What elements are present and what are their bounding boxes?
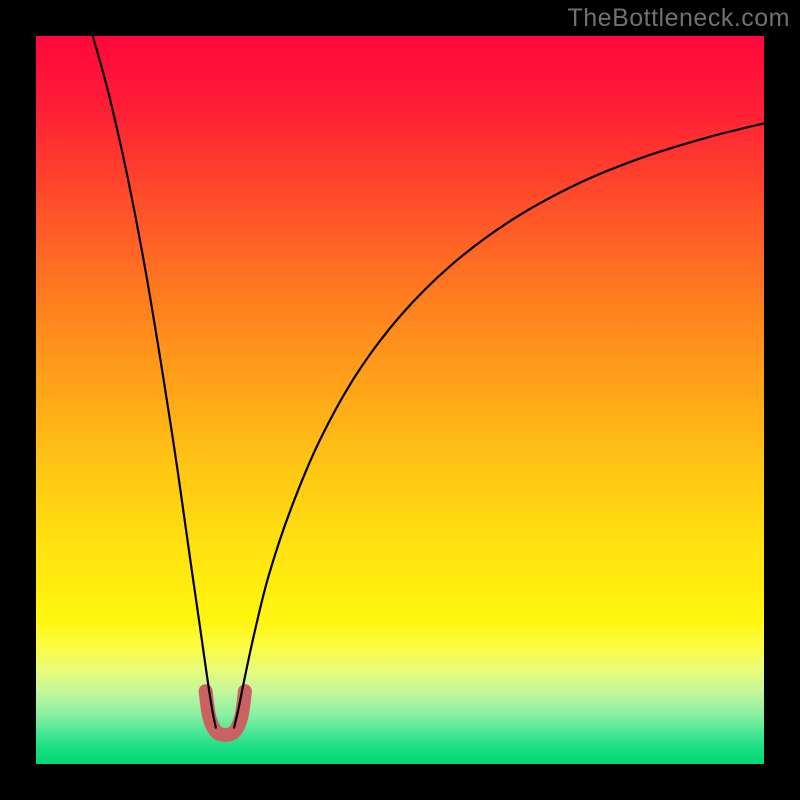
chart-container: TheBottleneck.com <box>0 0 800 800</box>
curve-left-branch <box>93 36 216 728</box>
curve-overlay <box>36 36 764 764</box>
u-marker <box>206 691 245 735</box>
plot-area <box>36 36 764 764</box>
curve-right-branch <box>234 123 764 727</box>
watermark-text: TheBottleneck.com <box>568 4 791 33</box>
